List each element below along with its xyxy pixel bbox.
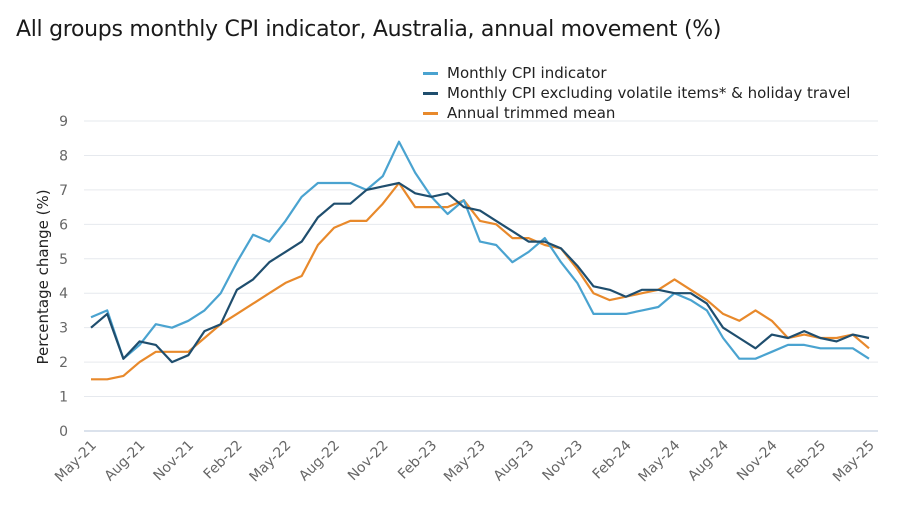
y-tick-label: 5 — [59, 252, 68, 268]
legend-item-excluding-volatile: Monthly CPI excluding volatile items* & … — [423, 83, 850, 103]
legend: Monthly CPI indicator Monthly CPI exclud… — [423, 63, 850, 123]
x-tick-label: May-23 — [441, 438, 489, 486]
x-tick-label: Aug-21 — [102, 438, 149, 485]
legend-label-trimmed-mean: Annual trimmed mean — [447, 104, 616, 122]
series-line-2 — [91, 181, 870, 381]
x-tick-label: May-22 — [247, 438, 295, 486]
y-axis-ticks: 0 1 2 3 4 5 6 7 8 9 — [59, 114, 68, 440]
y-tick-label: 0 — [59, 424, 68, 440]
x-tick-label: May-21 — [52, 438, 100, 486]
y-tick-label: 8 — [59, 148, 68, 164]
legend-item-monthly-cpi: Monthly CPI indicator — [423, 63, 850, 83]
legend-swatch-excluding-volatile — [423, 91, 438, 95]
legend-label-excluding-volatile: Monthly CPI excluding volatile items* & … — [447, 84, 851, 102]
y-tick-label: 2 — [59, 355, 68, 371]
legend-item-trimmed-mean: Annual trimmed mean — [423, 103, 850, 123]
x-tick-label: Nov-22 — [345, 438, 392, 485]
chart-title: All groups monthly CPI indicator, Austra… — [16, 17, 722, 42]
x-tick-label: May-25 — [830, 438, 878, 486]
legend-swatch-monthly-cpi — [423, 71, 438, 75]
x-tick-label: Feb-22 — [201, 438, 246, 483]
series-line-1 — [90, 181, 870, 364]
legend-label-monthly-cpi: Monthly CPI indicator — [447, 64, 607, 82]
x-tick-label: Nov-24 — [734, 437, 781, 484]
gridlines — [84, 120, 878, 432]
y-tick-label: 4 — [59, 286, 68, 302]
x-tick-label: May-24 — [636, 437, 684, 485]
x-tick-label: Aug-24 — [685, 437, 732, 484]
series-lines — [90, 140, 870, 381]
x-tick-label: Nov-21 — [151, 438, 198, 485]
y-tick-label: 9 — [59, 114, 68, 130]
y-tick-label: 7 — [59, 183, 68, 199]
x-tick-label: Aug-23 — [491, 438, 538, 485]
legend-swatch-trimmed-mean — [423, 111, 438, 115]
x-tick-label: Feb-23 — [395, 438, 440, 483]
series-line-0 — [90, 140, 870, 360]
y-tick-label: 1 — [59, 390, 68, 406]
x-tick-label: Aug-22 — [296, 438, 343, 485]
y-tick-label: 6 — [59, 217, 68, 233]
y-axis-title: Percentage change (%) — [34, 189, 52, 364]
x-tick-label: Feb-25 — [784, 438, 829, 483]
x-tick-label: Feb-24 — [590, 437, 635, 482]
x-axis-ticks: May-21 Aug-21 Nov-21 Feb-22 May-22 Aug-22 Nov-… — [52, 437, 878, 485]
y-tick-label: 3 — [59, 321, 68, 337]
x-tick-label: Nov-23 — [540, 438, 587, 485]
